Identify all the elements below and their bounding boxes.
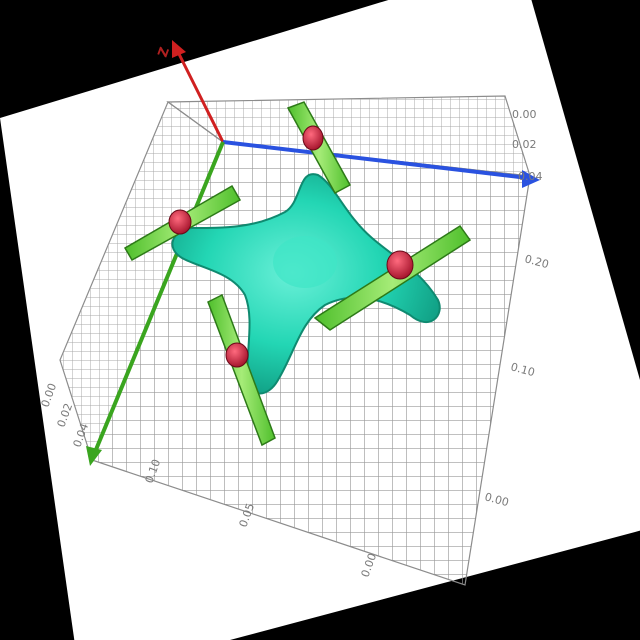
propeller-bottom <box>207 293 276 447</box>
y-axis <box>86 141 225 466</box>
arrow-up-icon <box>172 40 186 58</box>
tick-label: 0.00 <box>483 490 510 509</box>
tick-label: 0.04 <box>518 170 543 183</box>
arrow-down-icon <box>86 446 102 466</box>
tick-label: 0.20 <box>523 252 550 271</box>
drone-hub <box>273 236 337 288</box>
motor-top <box>302 125 324 151</box>
propeller-top <box>286 101 352 195</box>
motor-bottom <box>225 342 249 368</box>
propeller-right <box>313 224 472 331</box>
x-axis <box>222 140 540 188</box>
motor-left <box>168 209 192 235</box>
propeller-left <box>123 184 242 262</box>
tick-label: 0.10 <box>509 360 536 379</box>
motor-right <box>386 250 414 280</box>
arrow-right-icon <box>522 170 540 188</box>
z-axis-label: Z <box>156 45 173 59</box>
tick-label: 0.00 <box>512 108 537 121</box>
tick-label: 0.02 <box>512 138 537 151</box>
drone <box>123 101 472 447</box>
